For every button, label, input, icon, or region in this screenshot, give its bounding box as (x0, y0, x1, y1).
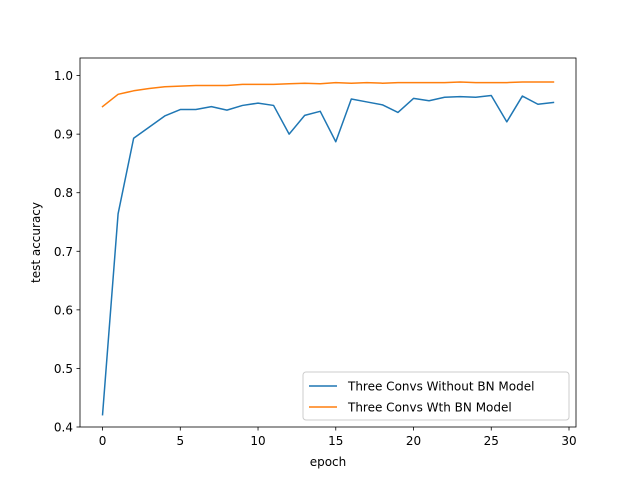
axes-frame (79, 57, 577, 428)
x-tick-label: 5 (176, 434, 184, 448)
legend-label-with-bn: Three Convs Wth BN Model (347, 401, 512, 415)
legend-box (302, 371, 570, 421)
legend-label-without-bn: Three Convs Without BN Model (347, 380, 534, 394)
x-tick-label: 25 (484, 434, 499, 448)
x-axis-label: epoch (310, 455, 347, 469)
y-tick-label: 0.9 (54, 128, 73, 142)
y-tick-label: 0.8 (54, 186, 73, 200)
x-tick-label: 15 (328, 434, 343, 448)
axes: 0 5 10 15 20 25 30 0.4 0.5 0.6 0.7 0.8 0.9 1.0 (54, 57, 577, 448)
y-tick-label: 0.6 (54, 303, 73, 317)
series-line-0 (101, 94, 555, 416)
series-line-1 (101, 81, 555, 108)
plot-area (101, 81, 555, 416)
y-axis-label: test accuracy (29, 202, 43, 283)
y-tick-label: 1.0 (54, 69, 73, 83)
x-tick-label: 20 (406, 434, 421, 448)
x-tick-label: 10 (250, 434, 265, 448)
y-tick-label: 0.7 (54, 245, 73, 259)
y-tick-label: 0.4 (54, 421, 73, 435)
y-tick-label: 0.5 (54, 362, 73, 376)
x-tick-label: 30 (561, 434, 576, 448)
legend: Three Convs Without BN Model Three Convs… (302, 371, 570, 421)
x-tick-label: 0 (99, 434, 107, 448)
